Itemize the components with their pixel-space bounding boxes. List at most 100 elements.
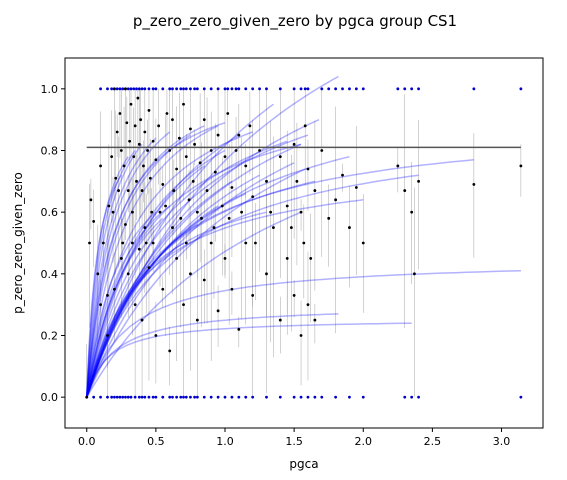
y-tick-label: 0.0 xyxy=(41,391,59,404)
top-point xyxy=(362,87,365,90)
top-point xyxy=(235,87,238,90)
scatter-point xyxy=(348,226,351,229)
fit-curve xyxy=(87,77,339,398)
scatter-point xyxy=(193,143,196,146)
bottom-point xyxy=(417,396,420,399)
scatter-point xyxy=(231,186,234,189)
bottom-point xyxy=(403,396,406,399)
scatter-point xyxy=(106,334,109,337)
x-tick-label: 3.0 xyxy=(493,435,511,448)
scatter-point xyxy=(152,242,155,245)
bottom-point xyxy=(185,396,188,399)
scatter-point xyxy=(189,272,192,275)
top-point xyxy=(148,87,151,90)
scatter-point xyxy=(116,131,119,134)
top-point xyxy=(196,87,199,90)
scatter-point xyxy=(130,103,133,106)
scatter-point xyxy=(107,205,110,208)
scatter-point xyxy=(85,396,88,399)
scatter-point xyxy=(309,257,312,260)
scatter-point xyxy=(110,155,113,158)
top-point xyxy=(152,87,155,90)
top-point xyxy=(168,87,171,90)
top-point xyxy=(320,87,323,90)
scatter-point xyxy=(135,180,138,183)
scatter-point xyxy=(362,242,365,245)
top-point xyxy=(224,87,227,90)
top-point xyxy=(154,87,157,90)
top-point xyxy=(210,87,213,90)
scatter-point xyxy=(175,168,178,171)
top-point xyxy=(217,87,220,90)
bottom-point xyxy=(179,396,182,399)
scatter-point xyxy=(313,319,316,322)
scatter-point xyxy=(307,168,310,171)
bottom-point xyxy=(231,396,234,399)
top-point xyxy=(171,87,174,90)
top-point xyxy=(307,87,310,90)
scatter-point xyxy=(175,257,178,260)
bottom-point xyxy=(168,396,171,399)
scatter-point xyxy=(228,217,231,220)
bottom-point xyxy=(300,396,303,399)
scatter-point xyxy=(192,180,195,183)
scatter-point xyxy=(210,149,213,152)
top-point xyxy=(348,87,351,90)
scatter-point xyxy=(248,124,251,127)
top-point xyxy=(121,87,124,90)
top-point xyxy=(135,87,138,90)
bottom-point xyxy=(154,396,157,399)
scatter-point xyxy=(117,189,120,192)
top-point xyxy=(110,87,113,90)
x-tick-label: 1.0 xyxy=(216,435,234,448)
x-tick-label: 0.0 xyxy=(78,435,96,448)
top-point xyxy=(231,87,234,90)
scatter-point xyxy=(265,272,268,275)
scatter-point xyxy=(217,134,220,137)
scatter-point xyxy=(89,198,92,201)
bottom-point xyxy=(265,396,268,399)
bottom-point xyxy=(307,396,310,399)
bottom-point xyxy=(175,396,178,399)
bottom-point xyxy=(113,396,116,399)
y-tick-label: 0.6 xyxy=(41,206,59,219)
bottom-point xyxy=(193,396,196,399)
scatter-point xyxy=(413,272,416,275)
top-point xyxy=(355,87,358,90)
top-point xyxy=(185,87,188,90)
bottom-point xyxy=(134,396,137,399)
scatter-point xyxy=(125,121,128,124)
top-point xyxy=(300,87,303,90)
top-point xyxy=(179,87,182,90)
scatter-point xyxy=(196,211,199,214)
scatter-point xyxy=(196,319,199,322)
scatter-point xyxy=(290,226,293,229)
scatter-point xyxy=(224,155,227,158)
scatter-point xyxy=(251,294,254,297)
scatter-point xyxy=(146,149,149,152)
scatter-point xyxy=(127,189,130,192)
scatter-point xyxy=(137,97,140,100)
scatter-point xyxy=(128,140,131,143)
scatter-point xyxy=(172,189,175,192)
top-point xyxy=(341,87,344,90)
x-axis-label: pgca xyxy=(289,457,318,471)
y-tick-label: 0.4 xyxy=(41,268,59,281)
scatter-point xyxy=(159,211,162,214)
scatter-point xyxy=(185,155,188,158)
scatter-point xyxy=(99,303,102,306)
bottom-point xyxy=(130,396,133,399)
scatter-point xyxy=(132,155,135,158)
scatter-point xyxy=(472,183,475,186)
scatter-point xyxy=(226,112,229,115)
bottom-point xyxy=(119,396,122,399)
bottom-point xyxy=(99,396,102,399)
scatter-point xyxy=(355,186,358,189)
top-point xyxy=(138,87,141,90)
scatter-point xyxy=(235,149,238,152)
top-point xyxy=(182,87,185,90)
top-point xyxy=(334,87,337,90)
bottom-point xyxy=(217,396,220,399)
top-point xyxy=(143,87,146,90)
scatter-point xyxy=(157,124,160,127)
